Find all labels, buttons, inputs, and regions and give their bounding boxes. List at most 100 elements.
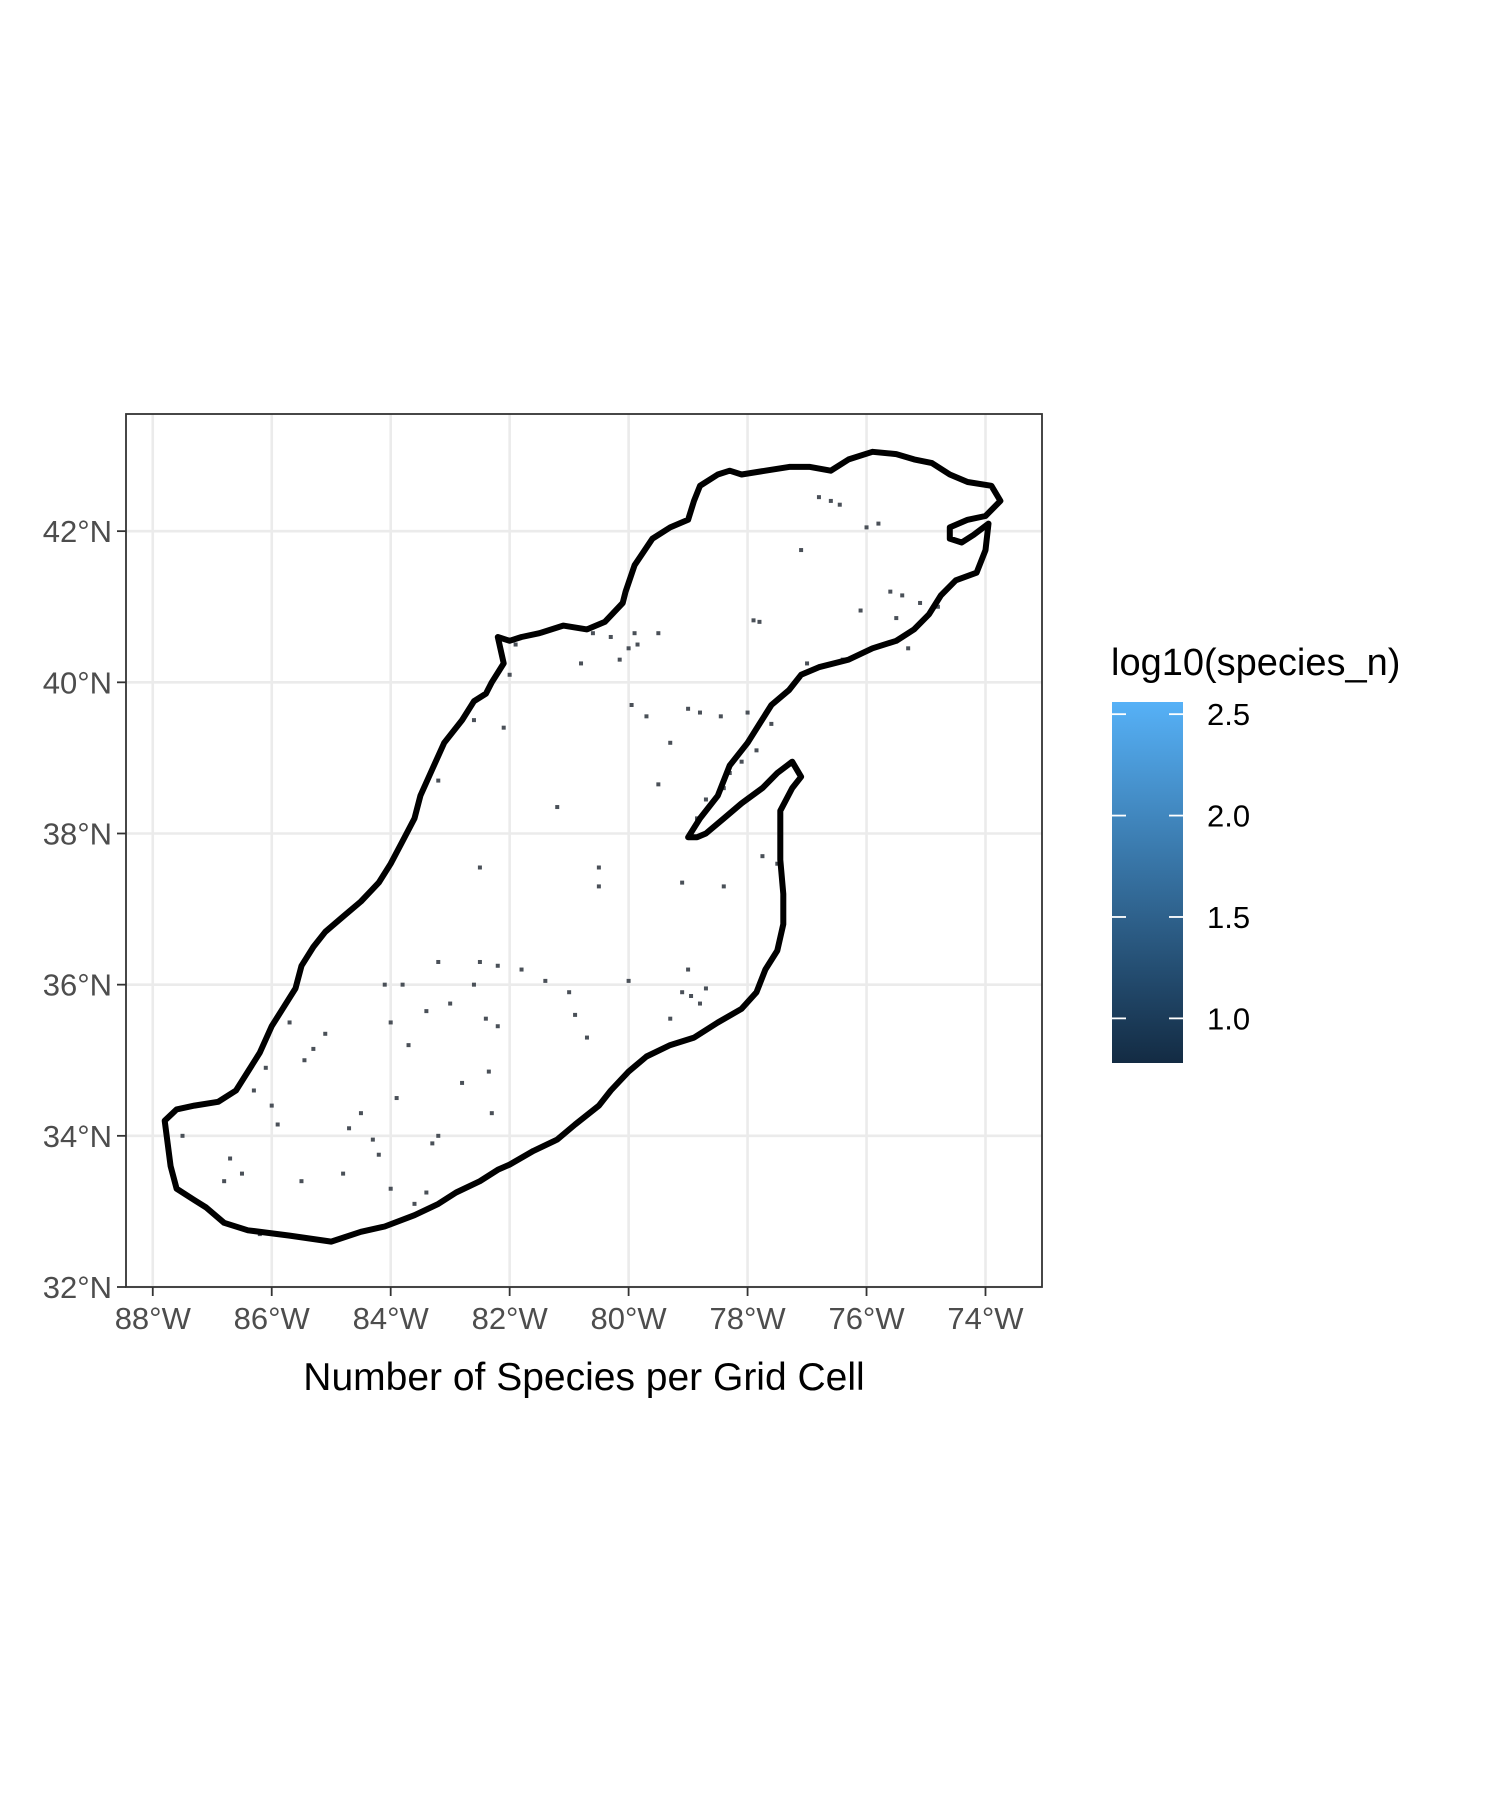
grid-cell: [424, 1009, 429, 1014]
x-tick-label: 82°W: [472, 1301, 549, 1336]
grid-cell: [430, 1141, 435, 1146]
grid-cell: [477, 865, 482, 870]
grid-cell: [918, 600, 923, 605]
grid-cell: [567, 990, 572, 995]
grid-cell: [668, 740, 673, 745]
grid-cell: [703, 986, 708, 991]
grid-cell: [388, 1186, 393, 1191]
x-tick-label: 86°W: [234, 1301, 311, 1336]
y-tick-label: 38°N: [43, 816, 112, 851]
grid-cell: [543, 978, 548, 983]
grid-cell: [745, 710, 750, 715]
grid-cell: [489, 1111, 494, 1116]
grid-cell: [751, 618, 756, 623]
grid-cell: [935, 604, 940, 609]
y-tick-label: 32°N: [43, 1270, 112, 1305]
legend-break-label: 1.0: [1207, 1001, 1250, 1036]
grid-cell: [495, 963, 500, 968]
grid-cell: [302, 1058, 307, 1063]
grid-cell: [864, 525, 869, 530]
grid-cell: [596, 865, 601, 870]
grid-cell: [376, 1152, 381, 1157]
legend-colorbar: [1112, 702, 1183, 1063]
y-tick-label: 42°N: [43, 514, 112, 549]
grid-cell: [222, 1179, 227, 1184]
grid-cell: [287, 1020, 292, 1025]
grid-cell: [555, 805, 560, 810]
grid-cell: [876, 521, 881, 526]
grid-cell: [471, 982, 476, 987]
grid-cell: [323, 1031, 328, 1036]
grid-cell: [460, 1080, 465, 1085]
panel-background: [126, 414, 1042, 1287]
color-legend: log10(species_n) 1.0 1.5 2.0 2.5: [1111, 642, 1400, 1063]
grid-cell: [584, 1035, 589, 1040]
grid-cell: [697, 1001, 702, 1006]
x-tick-label: 76°W: [828, 1301, 905, 1336]
grid-cell: [858, 608, 863, 613]
grid-cell: [341, 1171, 346, 1176]
grid-cell: [486, 1069, 491, 1074]
grid-cell: [757, 619, 762, 624]
region-boundary: [161, 448, 1004, 1245]
grid-cell: [632, 631, 637, 636]
grid-cell: [596, 884, 601, 889]
grid-cell: [656, 631, 661, 636]
grid-cell: [775, 861, 780, 866]
grid-cell: [680, 880, 685, 885]
grid-cell: [739, 759, 744, 764]
grid-cell: [900, 593, 905, 598]
grid-cell: [680, 990, 685, 995]
grid-cell: [608, 634, 613, 639]
grid-cell: [370, 1137, 375, 1142]
grid-cell: [805, 661, 810, 666]
grid-cell: [424, 1190, 429, 1195]
grid-cell: [311, 1046, 316, 1051]
grid-cell: [626, 978, 631, 983]
y-tick-label: 36°N: [43, 968, 112, 1003]
grid-cell: [799, 548, 804, 553]
grid-cell: [629, 703, 634, 707]
x-tick-label: 74°W: [947, 1301, 1024, 1336]
grid-cell: [406, 1043, 411, 1048]
legend-breaks: 1.0 1.5 2.0 2.5: [1112, 697, 1250, 1036]
grid-cell: [507, 672, 512, 677]
x-axis: 88°W 86°W 84°W 82°W 80°W 78°W 76°W 74°W: [115, 1287, 1024, 1336]
grid-cell: [358, 1111, 363, 1116]
grid-cell: [436, 778, 441, 783]
y-axis: 32°N 34°N 36°N 38°N 40°N 42°N: [43, 514, 126, 1305]
grid-cell: [703, 797, 708, 802]
grid-cell: [573, 1012, 578, 1017]
grid-cell: [180, 1133, 185, 1138]
grid-cell: [477, 959, 482, 964]
grid-cell: [828, 498, 833, 503]
legend-break-label: 1.5: [1207, 900, 1250, 935]
grid-cell: [697, 710, 702, 715]
grid-cell: [718, 714, 723, 719]
grid-cell: [656, 782, 661, 787]
x-tick-label: 78°W: [710, 1301, 787, 1336]
grid-cell: [626, 646, 631, 651]
grid-cell: [816, 495, 821, 500]
grid-cell: [760, 854, 765, 859]
grid-cell: [837, 502, 842, 507]
grid-cell: [299, 1179, 304, 1184]
grid-cell: [686, 967, 691, 972]
grid-cell: [689, 994, 694, 998]
grid-cell: [668, 1016, 673, 1021]
grid-cell: [644, 714, 649, 719]
grid-cell: [635, 642, 640, 647]
y-tick-label: 40°N: [43, 665, 112, 700]
grid-cell: [239, 1171, 244, 1176]
grid-cell: [579, 661, 584, 666]
grid-cell: [263, 1065, 268, 1070]
grid-cell: [686, 706, 691, 711]
x-axis-title: Number of Species per Grid Cell: [303, 1356, 864, 1399]
grid-cell: [382, 982, 387, 987]
y-tick-label: 34°N: [43, 1119, 112, 1154]
grid-cell: [388, 1020, 393, 1025]
grid-cell: [721, 884, 726, 889]
grid-cell: [436, 959, 441, 964]
grid-cell: [769, 721, 774, 726]
